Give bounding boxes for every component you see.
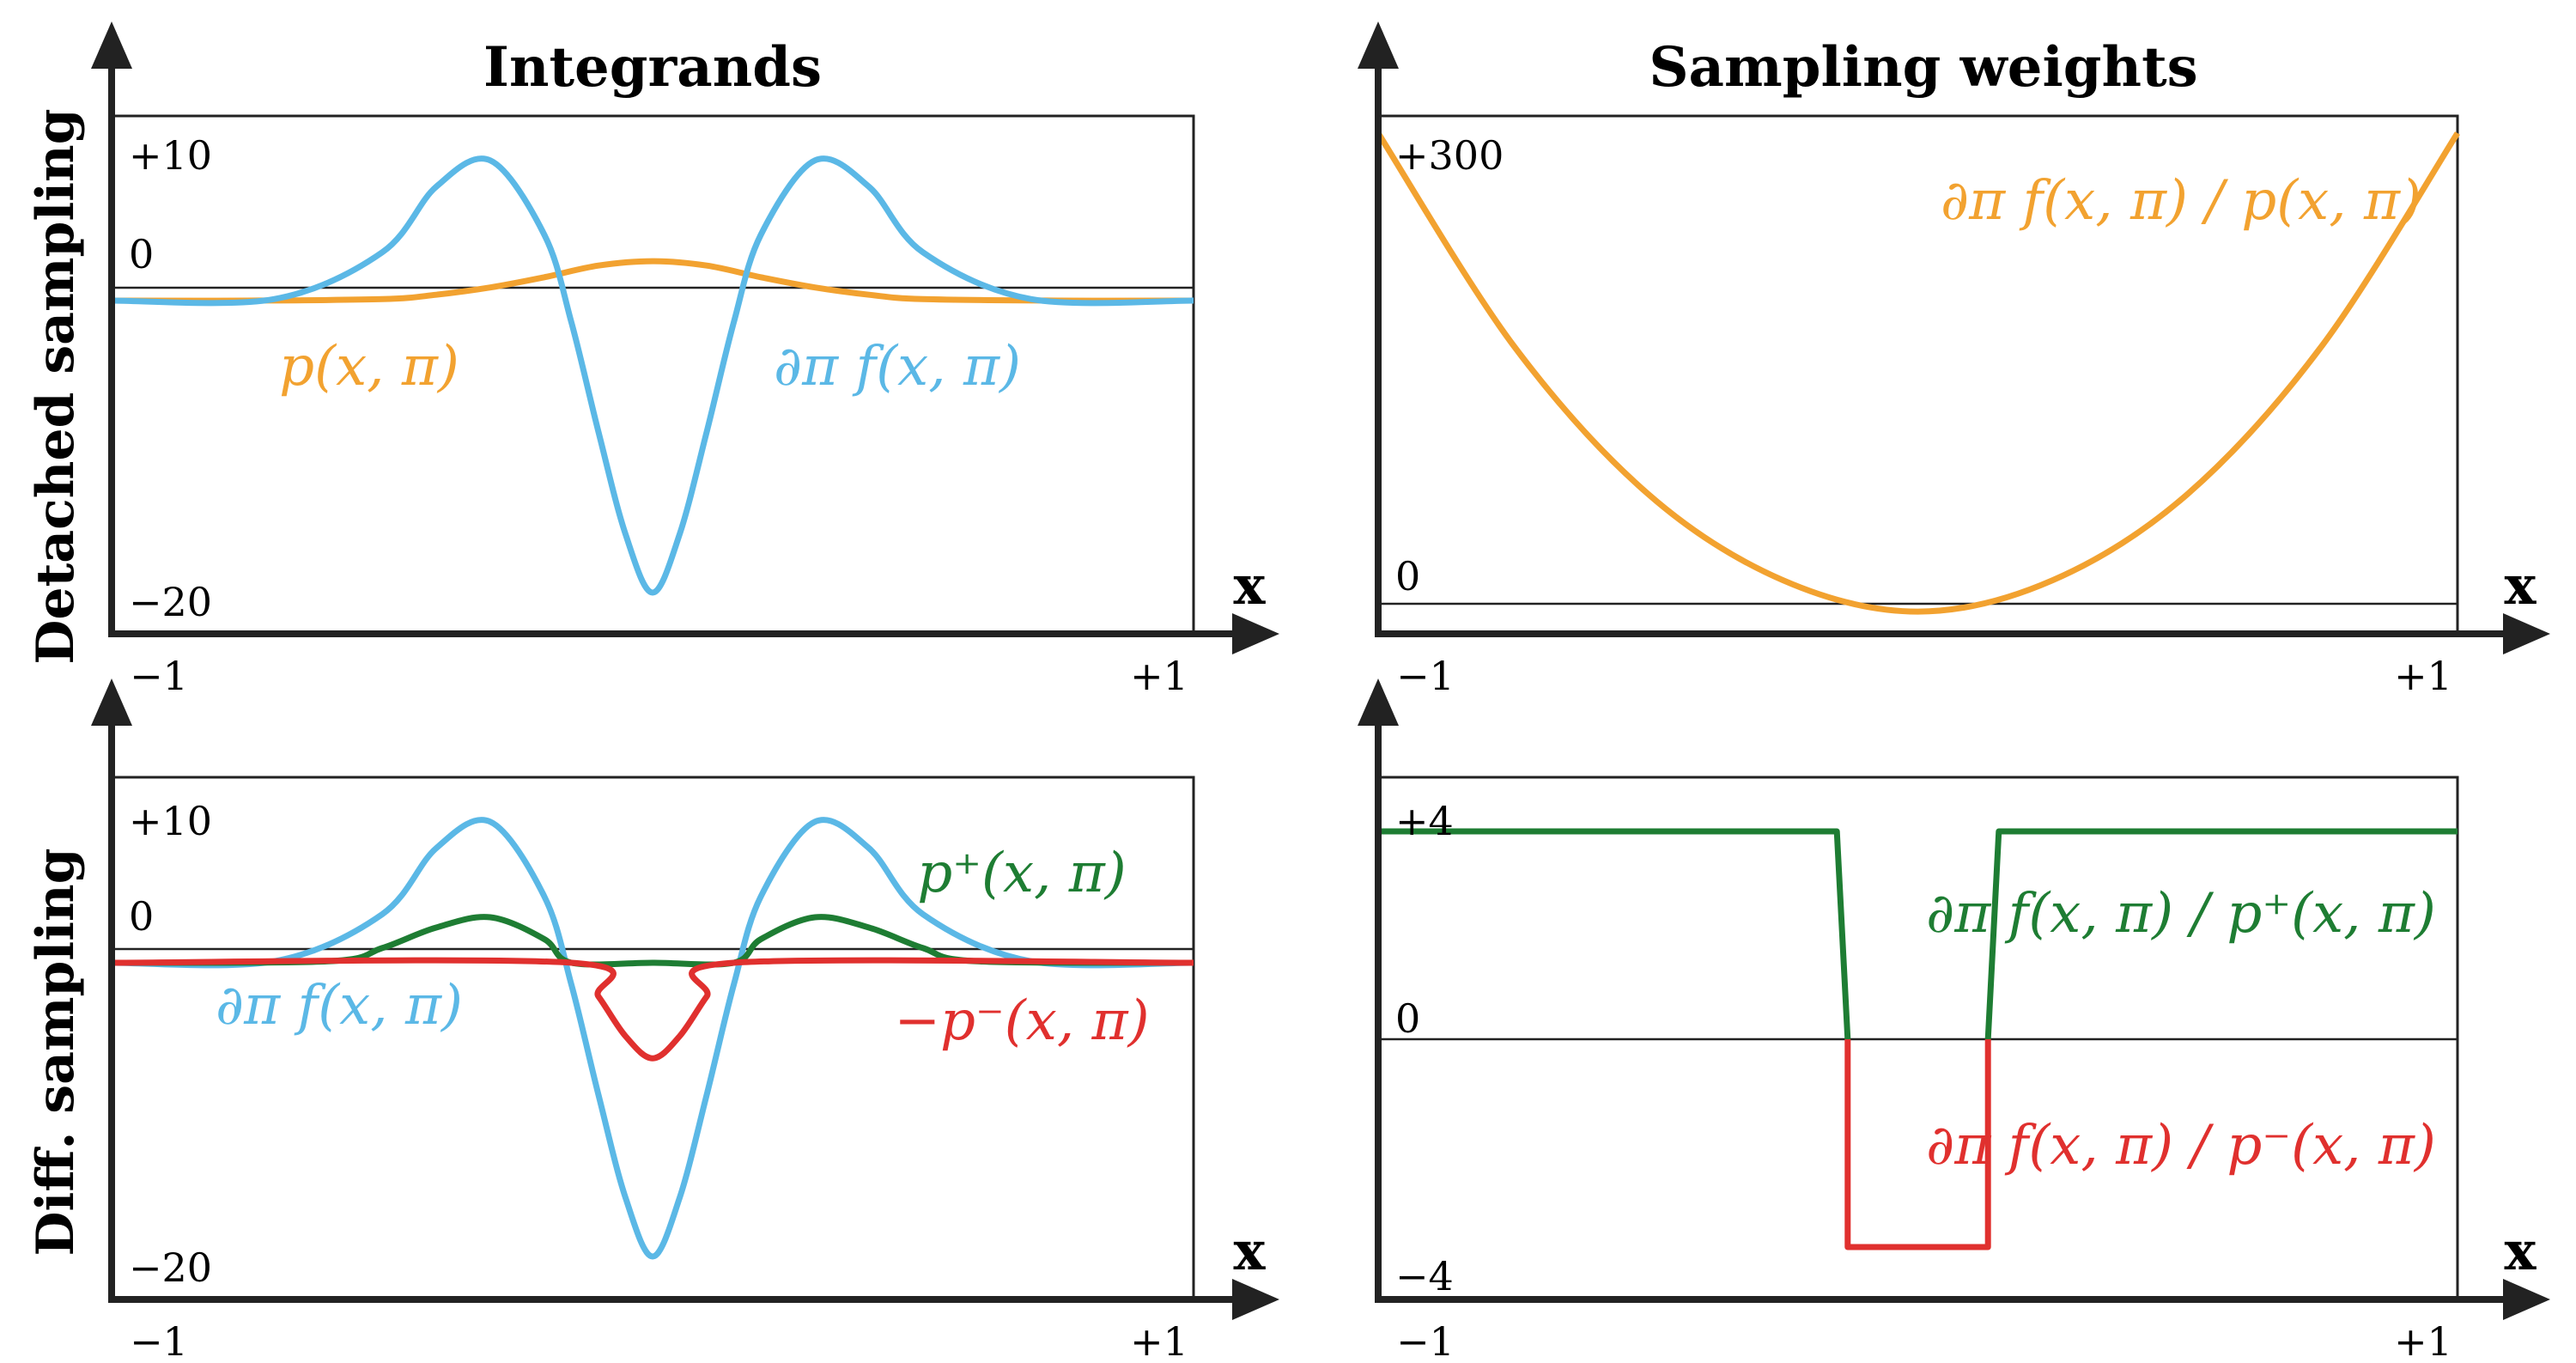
y-axis-arrow [91,678,132,726]
x-axis-arrow [1232,613,1279,654]
series-line-blue [111,155,1194,596]
series-line-green [111,914,1194,968]
annotation-df-top-left: ∂π f(x, π) [774,335,1021,399]
svg-text:∂π f(x, π): ∂π f(x, π) [774,335,1021,399]
x-tick-label: +1 [1130,1318,1188,1363]
y-tick-label: 0 [129,231,154,277]
x-tick-label: −1 [130,1318,188,1363]
y-tick-label: −20 [129,1244,212,1291]
panel-integrands-detached: x −1 +1 +10 0 −20 [91,21,1279,699]
panel-integrands-diff: x −1 +1 +10 0 −20 [91,678,1279,1363]
row-label-diff: Diff. sampling [26,848,86,1256]
x-tick-label: +1 [2394,1318,2452,1363]
label-ratio-minus: ∂π f(x, π) / p⁻(x, π) [1926,1114,2436,1177]
x-tick-label: −1 [130,653,188,699]
series-line-orange [111,258,1194,304]
x-axis-arrow [2503,613,2550,654]
svg-text:p(x, π): p(x, π) [279,335,459,399]
x-axis-label: x [1234,554,1267,617]
row-label-detached: Detached sampling [26,108,86,664]
svg-text:p⁺(x, π): p⁺(x, π) [917,842,1127,905]
label-ratio-detached: ∂π f(x, π) / p(x, π) [1941,169,2421,233]
svg-text:∂π f(x, π): ∂π f(x, π) [216,974,463,1037]
label-pminus: −p⁻(x, π) [894,989,1149,1053]
label-pplus: p⁺(x, π) [917,842,1127,905]
annotation-p-top-left: p(x, π) [279,335,459,399]
annotation-pminus-bottom-left: −p⁻(x, π) [894,989,1149,1053]
annotation-df-bottom-left: ∂π f(x, π) [216,974,463,1037]
label-df-bottom: ∂π f(x, π) [216,974,463,1037]
annotation-pplus-bottom-left: p⁺(x, π) [917,842,1127,905]
series-line-red [111,957,1194,1062]
column-title-sampling-weights: Sampling weights [1649,35,2197,100]
svg-text:∂π f(x, π) / p⁻(x, π): ∂π f(x, π) / p⁻(x, π) [1926,1114,2436,1177]
y-tick-label: 0 [129,893,154,940]
series-line-red [1844,1039,1991,1250]
y-tick-label: +10 [129,132,212,179]
svg-text:∂π f(x, π) / p(x, π): ∂π f(x, π) / p(x, π) [1941,169,2421,233]
y-tick-label: +10 [129,798,212,844]
y-axis-arrow [1358,678,1399,726]
y-axis-arrow [91,21,132,69]
x-axis-label: x [2505,1220,2537,1282]
svg-text:∂π f(x, π) / p⁺(x, π): ∂π f(x, π) / p⁺(x, π) [1926,882,2436,946]
x-axis-arrow [2503,1279,2550,1320]
series-line-blue [111,817,1194,1260]
x-axis-label: x [2505,554,2537,617]
annotation-ratio-top-right: ∂π f(x, π) / p(x, π) [1941,169,2421,233]
y-tick-label: 0 [1395,995,1420,1042]
annotation-ratio-minus-bottom-right: ∂π f(x, π) / p⁻(x, π) [1926,1114,2436,1177]
x-tick-label: +1 [1130,653,1188,699]
x-tick-label: +1 [2394,653,2452,699]
column-title-integrands: Integrands [483,35,822,100]
label-df: ∂π f(x, π) [774,335,1021,399]
y-tick-label: +300 [1395,132,1504,179]
x-axis-label: x [1234,1220,1267,1282]
plot-frame [110,114,1195,636]
svg-text:−p⁻(x, π): −p⁻(x, π) [894,989,1149,1053]
y-tick-label: 0 [1395,553,1420,599]
y-tick-label: +4 [1395,798,1454,844]
y-tick-label: −20 [129,579,212,625]
x-axis-arrow [1232,1279,1279,1320]
label-ratio-plus: ∂π f(x, π) / p⁺(x, π) [1926,882,2436,946]
label-p: p(x, π) [279,335,459,399]
x-tick-label: −1 [1396,1318,1455,1363]
panel-weights-diff: x −1 +1 +4 0 −4 [1358,678,2550,1363]
x-tick-label: −1 [1396,653,1455,699]
y-axis-arrow [1358,21,1399,69]
annotation-ratio-plus-bottom-right: ∂π f(x, π) / p⁺(x, π) [1926,882,2436,946]
series-line-green [1378,828,2458,1040]
panel-weights-detached: x −1 +1 +300 0 [1358,21,2550,699]
series-line-orange [1376,131,2460,615]
y-tick-label: −4 [1395,1253,1454,1299]
